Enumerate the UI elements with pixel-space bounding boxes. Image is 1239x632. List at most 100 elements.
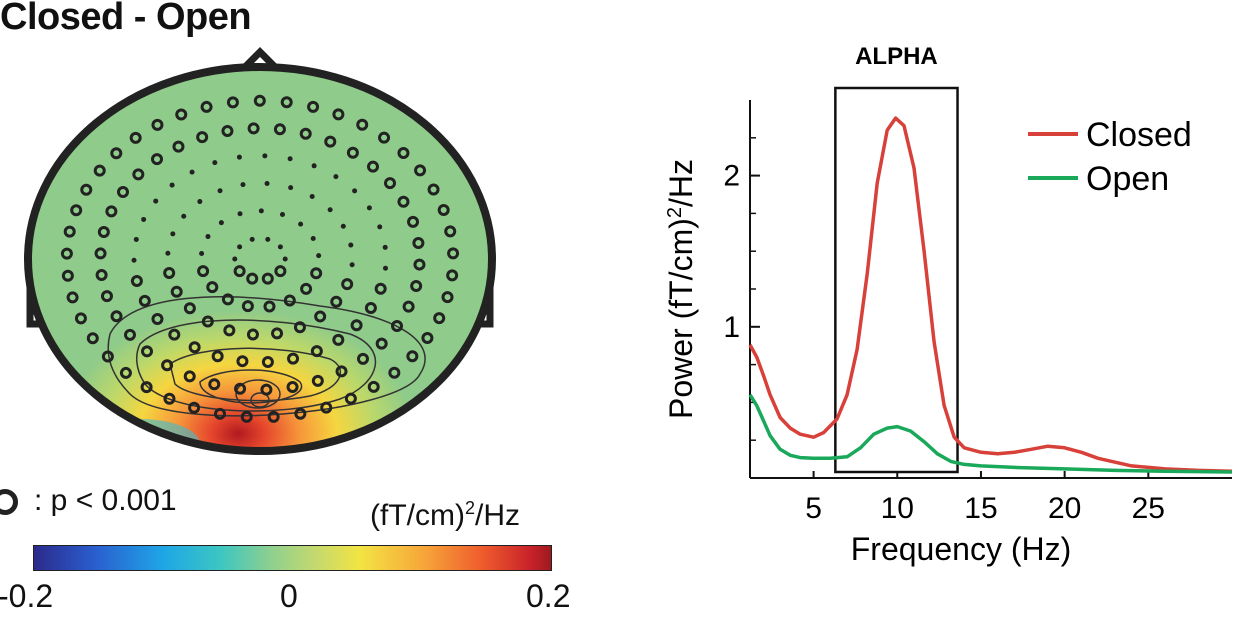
- sensor-point: [288, 185, 294, 191]
- significant-sensor: [93, 164, 106, 177]
- significant-sensor: [221, 293, 234, 306]
- significant-sensor: [413, 258, 426, 271]
- sensor-point: [349, 262, 355, 268]
- sensor-point: [277, 244, 283, 250]
- significant-sensor: [241, 300, 254, 313]
- head-shape: [24, 47, 496, 455]
- sensor-point: [131, 257, 137, 263]
- significant-sensor: [274, 265, 287, 278]
- sensor-point: [366, 205, 372, 211]
- significant-sensor: [132, 168, 145, 181]
- significant-sensor: [402, 300, 415, 313]
- x-tick-label: 5: [805, 492, 822, 525]
- legend-label-open: Open: [1086, 160, 1169, 198]
- significant-sensor: [441, 291, 454, 304]
- significant-sensor: [140, 381, 153, 394]
- significant-sensor: [163, 392, 176, 405]
- significant-sensor: [163, 266, 176, 279]
- significant-sensor: [287, 352, 300, 365]
- significant-sensor: [233, 265, 246, 278]
- significant-sensor: [320, 401, 333, 414]
- significant-sensor: [151, 153, 164, 166]
- y-axis-label: Power (fT/cm)2/Hz: [663, 159, 699, 419]
- significant-sensor: [138, 294, 151, 307]
- significant-sensor: [80, 183, 93, 196]
- significant-sensor: [188, 341, 201, 354]
- colorbar-unit: (fT/cm)2/Hz: [370, 498, 520, 532]
- significant-sensor: [110, 310, 123, 323]
- significant-sensor: [183, 302, 196, 315]
- significant-sensor: [74, 312, 87, 325]
- significance-label: : p < 0.001: [34, 484, 177, 517]
- significant-sensor: [86, 332, 99, 345]
- series-layer: [748, 116, 1233, 474]
- sensor-point: [189, 169, 195, 175]
- significant-sensor: [307, 100, 320, 113]
- significant-sensor: [344, 392, 357, 405]
- sensor-point: [197, 199, 203, 205]
- sensor-point: [309, 194, 315, 200]
- significant-sensor: [374, 282, 387, 295]
- significant-sensor: [116, 185, 129, 198]
- sensor-point: [240, 182, 246, 188]
- significant-sensor: [364, 301, 377, 314]
- x-tick-label: 25: [1132, 492, 1165, 525]
- series-line-open: [748, 393, 1233, 474]
- significant-sensor: [261, 355, 274, 368]
- sensor-point: [169, 182, 175, 188]
- significant-sensor: [105, 205, 118, 218]
- significant-sensor: [168, 328, 181, 341]
- sensor-point: [316, 253, 322, 259]
- significant-sensor: [314, 310, 327, 323]
- significant-sensor: [407, 215, 420, 228]
- x-tick-label: 10: [881, 492, 914, 525]
- sensor-point: [217, 188, 223, 194]
- significant-sensor: [151, 118, 164, 131]
- significant-sensor: [97, 226, 110, 239]
- significant-sensor: [223, 324, 236, 337]
- significant-sensor: [294, 407, 307, 420]
- significant-sensor: [286, 380, 299, 393]
- significant-sensor: [310, 345, 323, 358]
- significant-sensor: [397, 195, 410, 208]
- significant-sensor: [263, 300, 276, 313]
- significant-sensor: [447, 247, 460, 260]
- chart-legend: Closed Open: [1028, 116, 1192, 198]
- significant-sensor: [271, 327, 284, 340]
- significant-sensor: [414, 164, 427, 177]
- significant-sensor: [356, 118, 369, 131]
- significant-sensor: [427, 183, 440, 196]
- sensor-point: [327, 207, 333, 213]
- significant-sensor: [293, 321, 306, 334]
- significant-sensor: [234, 382, 247, 395]
- power-spectrum-chart: 5 10 15 20 25 1 2 ALPHA Closed Open Frequency (…: [663, 43, 1233, 567]
- sensor-point: [262, 153, 268, 159]
- significant-sensor: [95, 269, 108, 282]
- significant-sensor: [208, 378, 221, 391]
- significant-sensor: [311, 374, 324, 387]
- sensor-point: [165, 250, 171, 256]
- significant-sensor: [397, 147, 410, 160]
- significant-sensor: [437, 203, 450, 216]
- significant-sensor: [246, 328, 259, 341]
- sensor-point: [133, 236, 139, 242]
- scalp-topography-map: [24, 47, 496, 455]
- significant-sensor: [300, 282, 313, 295]
- significant-sensor: [433, 312, 446, 325]
- significant-sensor: [119, 366, 132, 379]
- significant-sensor: [391, 320, 404, 333]
- sensor-point: [205, 234, 211, 240]
- significant-sensor: [375, 337, 388, 350]
- sensor-point: [340, 223, 346, 229]
- significant-sensor: [175, 108, 188, 121]
- significant-sensor: [110, 147, 123, 160]
- x-axis-label: Frequency (Hz): [851, 531, 1072, 567]
- significant-sensor: [60, 247, 73, 260]
- sensor-point: [212, 160, 218, 166]
- sensor-point: [377, 224, 383, 230]
- significant-sensor: [141, 345, 154, 358]
- significant-sensor: [330, 295, 343, 308]
- sensor-point: [382, 244, 388, 250]
- significant-sensor: [280, 96, 293, 109]
- significant-sensor: [172, 140, 185, 153]
